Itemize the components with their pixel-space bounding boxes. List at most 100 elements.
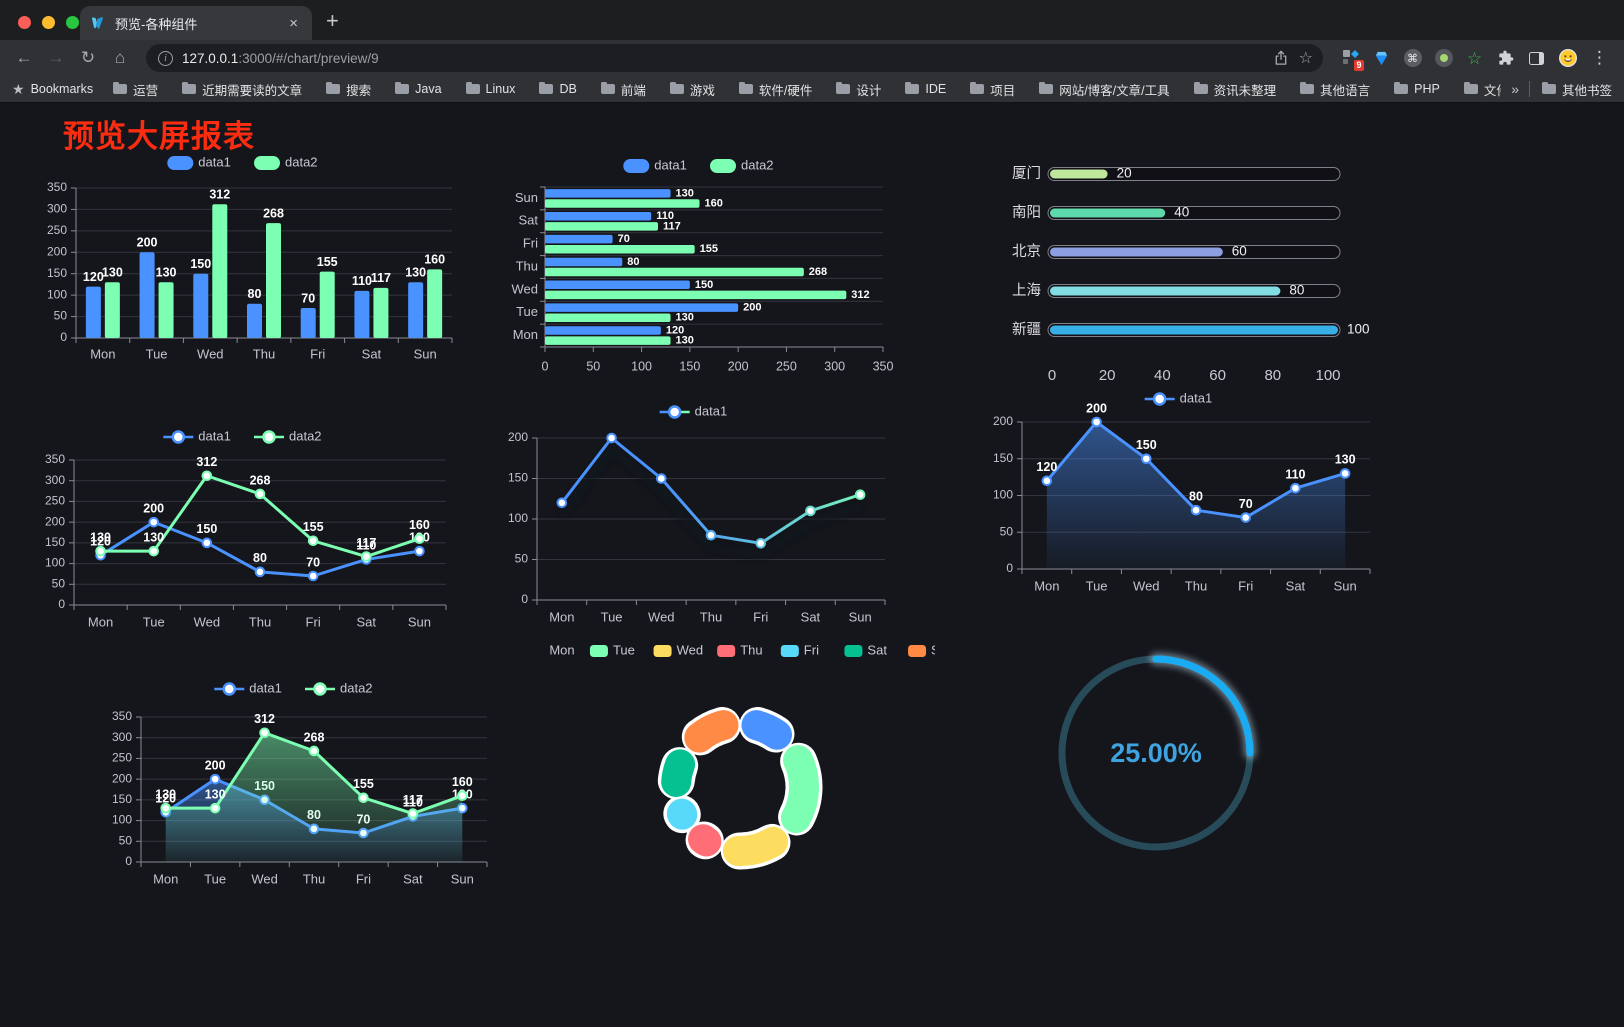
svg-text:Sat: Sat [357,614,377,629]
bookmark-star-icon[interactable]: ☆ [1298,50,1313,67]
svg-text:Mon: Mon [88,614,113,629]
svg-text:Fri: Fri [310,346,325,361]
bookmark-folder[interactable]: 设计 [836,80,881,99]
bookmark-folder[interactable]: 近期需要读的文章 [182,80,302,99]
gradient-line-chart[interactable]: data1 0 50 100 150 200 Mon Tue Wed Thu Fri Sat Sun [495,398,897,635]
bookmark-folder[interactable]: 运营 [113,80,158,99]
bookmark-folder[interactable]: 其他语言 [1300,80,1370,99]
svg-text:150: 150 [695,279,713,291]
bookmark-folder[interactable]: 游戏 [669,80,715,99]
bookmark-folder[interactable]: 网站/博客/文章/工具 [1039,80,1170,99]
dual-area-line-chart[interactable]: data1 data2 0 50 100 150 200 250 300 350 Mon Tue Wed… [95,675,497,898]
legend-item-data2[interactable]: data2 [254,154,318,170]
sidebar-toggle-icon[interactable] [1527,49,1546,68]
svg-text:300: 300 [112,730,132,744]
legend-item-data2[interactable]: data2 [254,428,322,444]
legend-item-Fri[interactable]: Fri [780,642,819,657]
svg-text:150: 150 [45,535,65,549]
bookmark-folder[interactable]: 资讯未整理 [1193,80,1276,99]
legend-item-data1[interactable]: data1 [214,680,282,696]
bookmark-folder[interactable]: 软件/硬件 [738,80,812,99]
svg-text:117: 117 [663,220,681,232]
svg-text:120: 120 [666,324,684,336]
svg-text:Sat: Sat [801,609,821,624]
folder-icon [1300,81,1315,94]
menu-icon[interactable]: ⋮ [1591,48,1608,67]
bookmark-folder[interactable]: IDE [905,81,946,96]
tab-close-icon[interactable]: × [289,14,298,32]
progress-bar-chart[interactable]: 厦门 20 南阳 40 北京 60 上海 80 新疆 100 0 20 40 60 80 100 [993,158,1375,398]
legend-item-data1[interactable]: data1 [1144,390,1213,406]
donut-chart[interactable]: Mon Tue Wed Thu Fri Sat Sun [526,639,954,914]
svg-text:70: 70 [306,555,320,569]
svg-text:250: 250 [112,751,132,765]
new-tab-button[interactable]: + [326,8,339,33]
close-window-button[interactable] [18,16,31,29]
gem-icon[interactable] [1372,49,1391,68]
bookmark-folder[interactable]: Java [395,81,442,96]
share-icon[interactable] [1273,50,1289,66]
grouped-bar-chart[interactable]: data1 data2 0 50 100 150 200 250 300 350 Mon Tue Wed… [30,148,460,381]
svg-text:350: 350 [45,452,65,466]
svg-text:80: 80 [1289,283,1304,298]
address-bar[interactable]: i 127.0.0.1:3000/#/chart/preview/9 ☆ [146,44,1323,72]
fullscreen-window-button[interactable] [66,16,79,29]
progress-gauge[interactable]: 25.00% [1043,643,1273,878]
folder-icon [1039,81,1054,94]
bookmark-folder[interactable]: 文件服务器 [1463,80,1501,99]
home-button[interactable]: ⌂ [114,48,126,67]
legend-item-Tue[interactable]: Tue [589,642,635,657]
legend-item-data2[interactable]: data2 [710,157,774,173]
svg-text:25.00%: 25.00% [1110,738,1202,768]
green-star-icon[interactable]: ☆ [1466,48,1483,68]
legend-item-Mon[interactable]: Mon [526,642,575,657]
emoji-icon[interactable] [1558,49,1577,68]
svg-text:Thu: Thu [1185,578,1207,593]
legend-item-Wed[interactable]: Wed [653,642,704,657]
bookmarks-overflow-button[interactable]: » [1511,81,1519,97]
legend-item-data1[interactable]: data1 [167,154,231,170]
svg-text:130: 130 [676,187,694,199]
svg-text:Thu: Thu [303,871,325,886]
bookmark-folder[interactable]: 前端 [600,80,646,99]
record-dot-icon[interactable] [1434,49,1453,68]
legend-item-Sat[interactable]: Sat [844,642,887,657]
bookmark-folder[interactable]: 搜索 [326,80,371,99]
svg-text:70: 70 [618,233,630,245]
bookmark-folder[interactable]: Linux [465,81,515,96]
legend-item-data1[interactable]: data1 [623,157,687,173]
forward-button[interactable]: → [47,48,65,67]
svg-text:Thu: Thu [740,642,762,657]
url-text[interactable]: 127.0.0.1:3000/#/chart/preview/9 [182,50,379,66]
horizontal-bar-chart[interactable]: data1 data2 Sun 130 160 Sat 110 117 Fri 70 155 Thu 8… [505,151,897,388]
bookmarks-manager-button[interactable]: ★ Bookmarks [12,81,93,98]
bookmark-folder[interactable]: 项目 [970,80,1015,99]
svg-text:312: 312 [209,188,230,202]
svg-text:80: 80 [1189,489,1203,503]
legend-item-data2[interactable]: data2 [305,680,373,696]
site-info-icon[interactable]: i [158,50,173,66]
area-line-chart[interactable]: data1 0 50 100 150 200 Mon Tue Wed Thu Fri Sat Sun 12… [980,390,1382,607]
bookmarks-bar: ★ Bookmarks 运营 近期需要读的文章 搜索 Java Linux DB 前端 游戏 软… [0,76,1624,103]
svg-text:data1: data1 [198,428,231,443]
legend-item-data1[interactable]: data1 [163,428,231,444]
svg-text:250: 250 [47,223,67,237]
minimize-window-button[interactable] [42,16,55,29]
svg-text:0: 0 [58,597,65,611]
svg-text:0: 0 [60,330,67,344]
puzzle-icon[interactable] [1496,49,1515,68]
reload-button[interactable]: ↻ [80,48,96,67]
command-icon[interactable]: ⌘ [1403,49,1422,68]
browser-tab[interactable]: 预览-各种组件 × [80,6,312,40]
bookmark-folder[interactable]: PHP [1394,81,1440,96]
back-button[interactable]: ← [15,48,33,67]
folder-icon [113,81,128,94]
legend-item-Thu[interactable]: Thu [717,642,763,657]
bookmark-folder[interactable]: DB [539,81,577,96]
multi-line-chart[interactable]: data1 data2 0 50 100 150 200 250 300 350 Mon Tue Wed… [30,423,460,646]
other-bookmarks-folder[interactable]: 其他书签 [1541,80,1612,99]
tampermonkey-icon[interactable]: 9 [1341,49,1364,71]
legend-item-Sun[interactable]: Sun [908,642,954,657]
legend-item-data1[interactable]: data1 [659,403,728,419]
